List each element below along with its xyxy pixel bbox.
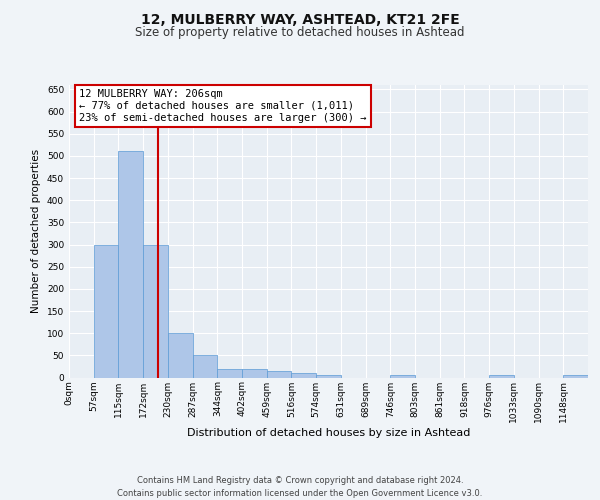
Bar bbox=[242, 368, 267, 378]
Bar bbox=[118, 152, 143, 378]
Bar bbox=[94, 244, 118, 378]
Bar bbox=[292, 373, 316, 378]
Text: 12, MULBERRY WAY, ASHTEAD, KT21 2FE: 12, MULBERRY WAY, ASHTEAD, KT21 2FE bbox=[140, 12, 460, 26]
Text: Contains HM Land Registry data © Crown copyright and database right 2024.
Contai: Contains HM Land Registry data © Crown c… bbox=[118, 476, 482, 498]
Bar bbox=[193, 356, 217, 378]
Bar bbox=[489, 376, 514, 378]
Bar bbox=[390, 376, 415, 378]
Bar bbox=[143, 244, 168, 378]
X-axis label: Distribution of detached houses by size in Ashtead: Distribution of detached houses by size … bbox=[187, 428, 470, 438]
Bar bbox=[316, 376, 341, 378]
Bar bbox=[168, 333, 193, 378]
Bar bbox=[217, 368, 242, 378]
Bar bbox=[563, 376, 588, 378]
Y-axis label: Number of detached properties: Number of detached properties bbox=[31, 149, 41, 314]
Text: 12 MULBERRY WAY: 206sqm
← 77% of detached houses are smaller (1,011)
23% of semi: 12 MULBERRY WAY: 206sqm ← 77% of detache… bbox=[79, 90, 367, 122]
Bar bbox=[267, 371, 292, 378]
Text: Size of property relative to detached houses in Ashtead: Size of property relative to detached ho… bbox=[135, 26, 465, 39]
